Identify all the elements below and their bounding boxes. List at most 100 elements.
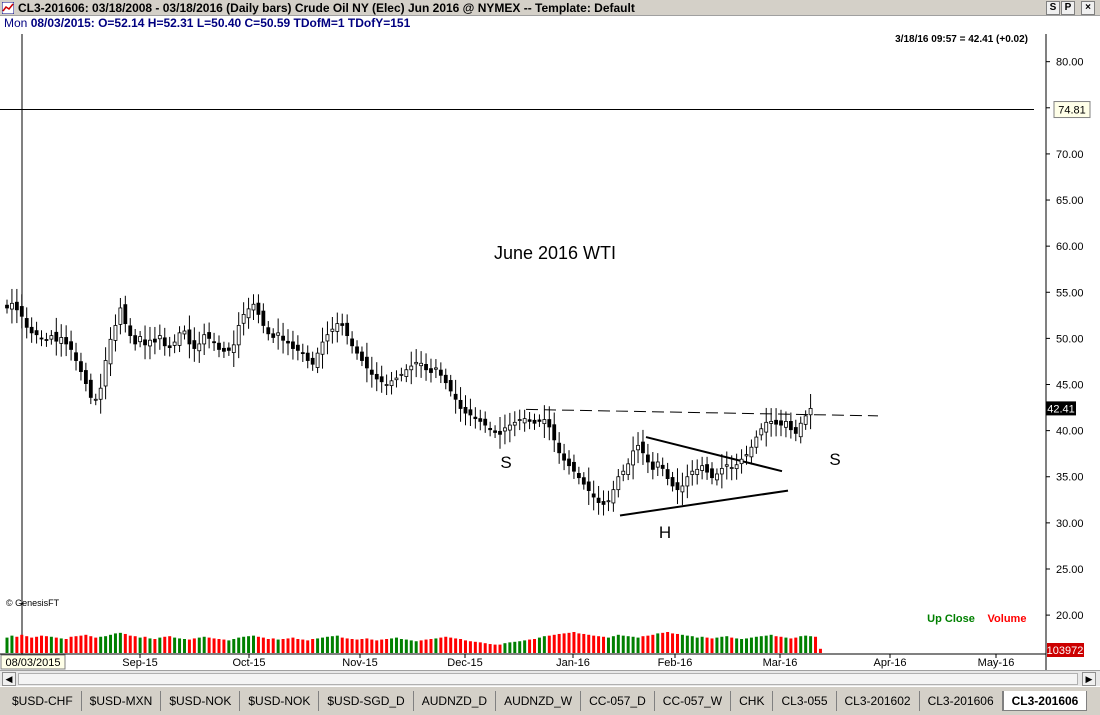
cursor-date-box (0, 654, 66, 670)
close-button[interactable]: × (1081, 1, 1095, 15)
volume-bar (89, 636, 93, 653)
candle-down (360, 351, 364, 361)
volume-bar (399, 639, 403, 653)
x-tick-label: May-16 (978, 657, 1015, 669)
volume-bar (99, 636, 103, 653)
volume-bar (818, 648, 822, 653)
volume-bar (690, 636, 694, 653)
volume-bar (463, 640, 467, 653)
candle-up (626, 463, 631, 475)
symbol-tab[interactable]: $USD-MXN (82, 691, 162, 711)
candle-down (133, 335, 138, 345)
candle-up (59, 337, 64, 344)
volume-bar (493, 644, 497, 653)
symbol-tab[interactable]: CL3-201606 (1002, 691, 1088, 711)
volume-bar (695, 637, 699, 653)
candle-down (537, 419, 542, 422)
candle-up (655, 461, 660, 468)
volume-bar (325, 636, 329, 653)
candle-down (552, 424, 557, 441)
scroll-left-icon[interactable]: ◀ (2, 672, 16, 686)
volume-bar (30, 637, 34, 653)
horizontal-scrollbar[interactable]: ◀ ▶ (0, 670, 1100, 686)
candle-up (769, 421, 774, 424)
symbol-tab[interactable]: CC-057_W (655, 691, 732, 711)
candle-down (567, 458, 571, 467)
chart-area[interactable]: Mon 08/03/2015: O=52.14 H=52.31 L=50.40 … (0, 16, 1100, 686)
candle-down (83, 370, 88, 384)
candle-up (182, 330, 187, 335)
volume-bar (79, 635, 83, 653)
candle-down (345, 322, 350, 337)
crosshair-price-box (1053, 101, 1091, 119)
volume-bar (616, 634, 620, 653)
volume-bar (646, 635, 650, 653)
volume-bar (54, 637, 58, 653)
candle-up (611, 489, 616, 504)
symbol-tab[interactable]: CL3-055 (773, 691, 837, 711)
volume-bar (533, 639, 537, 653)
x-tick-label: Nov-15 (342, 657, 377, 669)
candle-up (744, 454, 749, 457)
volume-bar (153, 639, 157, 653)
volume-bar (44, 636, 48, 653)
volume-bar (730, 637, 734, 653)
candle-up (335, 323, 340, 332)
symbol-tab[interactable]: $USD-CHF (4, 691, 82, 711)
candle-down (143, 339, 147, 346)
volume-bar (656, 633, 660, 653)
symbol-tab[interactable]: $USD-NOK (240, 691, 320, 711)
volume-bar (227, 640, 231, 653)
candle-down (779, 420, 783, 426)
symbol-tab[interactable]: CL3-201602 (837, 691, 920, 711)
app-icon (2, 2, 14, 14)
candle-down (24, 318, 29, 328)
candle-down (88, 379, 93, 398)
symbol-tab[interactable]: AUDNZD_D (414, 691, 497, 711)
candle-down (379, 376, 384, 383)
volume-bar (735, 638, 739, 653)
candle-up (138, 336, 143, 343)
volume-bar (582, 633, 586, 653)
candle-down (660, 464, 665, 469)
candle-down (74, 352, 78, 361)
volume-bar (523, 640, 527, 653)
candle-up (197, 343, 202, 352)
volume-bar (340, 637, 344, 653)
volume-bar (380, 639, 384, 653)
symbol-tab[interactable]: $USD-SGD_D (319, 691, 414, 711)
pattern-label-s: S (500, 453, 511, 472)
symbol-tab[interactable]: CC-057_D (581, 691, 655, 711)
symbol-tab[interactable]: AUDNZD_W (496, 691, 582, 711)
symbol-tab[interactable]: CL3-201606 (920, 691, 1003, 711)
price-chart[interactable]: 80.0075.0070.0065.0060.0055.0050.0045.00… (0, 16, 1100, 670)
volume-bar (799, 636, 803, 653)
candle-up (251, 303, 256, 311)
scroll-right-icon[interactable]: ▶ (1082, 672, 1096, 686)
ohlc-values: 08/03/2015: O=52.14 H=52.31 L=50.40 C=50… (30, 16, 411, 30)
candle-down (774, 419, 778, 425)
s-button[interactable]: S (1046, 1, 1060, 15)
volume-bar (518, 641, 522, 653)
volume-bar (404, 639, 408, 653)
candle-down (586, 481, 591, 491)
candle-down (261, 310, 266, 326)
symbol-tab[interactable]: CHK (731, 691, 774, 711)
candle-up (724, 464, 729, 467)
volume-bar (94, 637, 98, 653)
candle-down (355, 346, 359, 354)
candle-up (739, 458, 744, 465)
scroll-thumb[interactable] (18, 673, 1078, 685)
candle-up (330, 328, 335, 332)
volume-bar (513, 641, 517, 653)
ohlc-day: Mon (4, 16, 28, 30)
candle-down (64, 337, 69, 345)
p-button[interactable]: P (1061, 1, 1075, 15)
candle-down (123, 304, 128, 325)
candle-up (409, 365, 414, 371)
x-tick-label: Apr-16 (873, 657, 906, 669)
symbol-tab[interactable]: $USD-NOK (161, 691, 241, 711)
candle-down (256, 302, 261, 315)
volume-bar (745, 638, 748, 653)
candle-down (207, 332, 212, 339)
